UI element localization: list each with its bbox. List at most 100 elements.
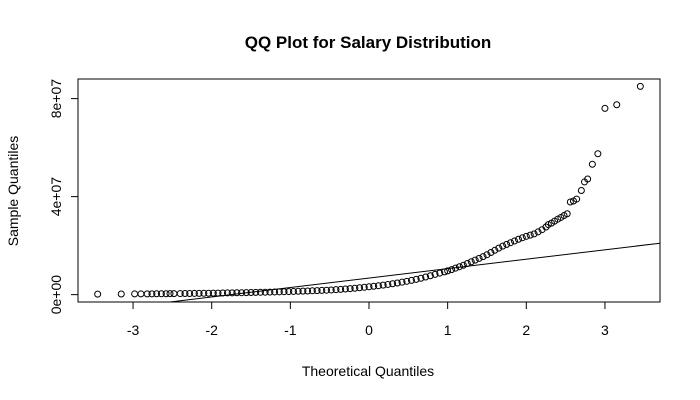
data-point <box>483 251 491 259</box>
data-point <box>346 285 354 293</box>
data-point <box>514 235 522 243</box>
data-point <box>223 289 231 297</box>
y-axis: 0e+00 4e+07 8e+07 <box>48 79 79 315</box>
data-point <box>503 240 511 248</box>
x-tick-label: -3 <box>127 322 140 338</box>
data-point <box>308 287 316 295</box>
data-point <box>530 230 538 238</box>
data-point <box>157 290 165 298</box>
x-tick-label: 1 <box>444 322 452 338</box>
data-point <box>195 289 203 297</box>
data-point <box>412 275 420 283</box>
qq-reference-line <box>165 242 660 302</box>
x-tick-label: -2 <box>205 322 218 338</box>
data-point <box>518 234 526 242</box>
data-point <box>247 288 255 296</box>
data-point <box>365 283 373 291</box>
data-point <box>426 272 434 280</box>
data-point <box>170 290 178 298</box>
data-point <box>181 290 189 298</box>
data-point <box>285 288 293 296</box>
data-point <box>393 279 401 287</box>
data-point <box>166 290 174 298</box>
data-point <box>228 289 236 297</box>
data-point <box>200 289 208 297</box>
data-point <box>327 286 335 294</box>
data-point <box>131 290 139 298</box>
data-point <box>495 244 503 252</box>
data-point <box>356 284 364 292</box>
data-point <box>407 276 415 284</box>
data-point <box>205 289 213 297</box>
data-point <box>214 289 222 297</box>
plot-frame <box>77 78 661 303</box>
data-point <box>261 288 269 296</box>
data-point <box>209 289 217 297</box>
data-point <box>266 288 274 296</box>
data-point <box>351 284 359 292</box>
data-point <box>190 289 198 297</box>
data-point <box>117 290 125 298</box>
data-point <box>588 160 596 168</box>
y-tick-label: 8e+07 <box>48 79 64 119</box>
data-point <box>94 290 102 298</box>
x-axis-label: Theoretical Quantiles <box>302 363 434 379</box>
data-point <box>417 274 425 282</box>
data-point <box>186 289 194 297</box>
data-point <box>475 254 483 262</box>
data-point <box>294 287 302 295</box>
data-point <box>403 277 411 285</box>
data-point <box>436 269 444 277</box>
data-point <box>238 289 246 297</box>
data-point <box>275 288 283 296</box>
data-points-layer <box>94 82 644 298</box>
data-point <box>252 288 260 296</box>
x-tick-label: 2 <box>522 322 530 338</box>
data-point <box>332 286 340 294</box>
data-point <box>318 286 326 294</box>
data-point <box>499 242 507 250</box>
x-axis: -3 -2 -1 0 1 2 3 <box>127 301 609 338</box>
data-point <box>370 282 378 290</box>
data-point <box>526 231 534 239</box>
data-point <box>313 287 321 295</box>
data-point <box>522 232 530 240</box>
data-point <box>444 267 452 275</box>
data-point <box>455 263 463 271</box>
data-point <box>467 258 475 266</box>
data-point <box>566 198 574 206</box>
data-point <box>448 266 456 274</box>
data-point <box>289 287 297 295</box>
data-point <box>389 280 397 288</box>
data-point <box>463 260 471 268</box>
data-point <box>176 290 184 298</box>
data-point <box>471 256 479 264</box>
data-point <box>479 253 487 261</box>
data-point <box>636 82 644 90</box>
y-tick-label: 0e+00 <box>48 275 64 315</box>
data-point <box>487 248 495 256</box>
data-point <box>148 290 156 298</box>
data-point <box>337 285 345 293</box>
data-point <box>360 283 368 291</box>
data-point <box>613 101 621 109</box>
data-point <box>341 285 349 293</box>
x-tick-label: 0 <box>365 322 373 338</box>
data-point <box>398 278 406 286</box>
data-point <box>573 195 581 203</box>
y-tick-label: 4e+07 <box>48 177 64 217</box>
data-point <box>452 264 460 272</box>
data-point <box>511 237 518 245</box>
data-point <box>384 280 392 288</box>
data-point <box>422 273 430 281</box>
data-point <box>153 290 161 298</box>
data-point <box>507 239 515 247</box>
data-point <box>162 290 170 298</box>
data-point <box>379 281 387 289</box>
data-point <box>137 290 145 298</box>
data-point <box>271 288 279 296</box>
y-axis-label: Sample Quantiles <box>5 136 21 247</box>
data-point <box>256 288 264 296</box>
data-point <box>601 104 609 112</box>
